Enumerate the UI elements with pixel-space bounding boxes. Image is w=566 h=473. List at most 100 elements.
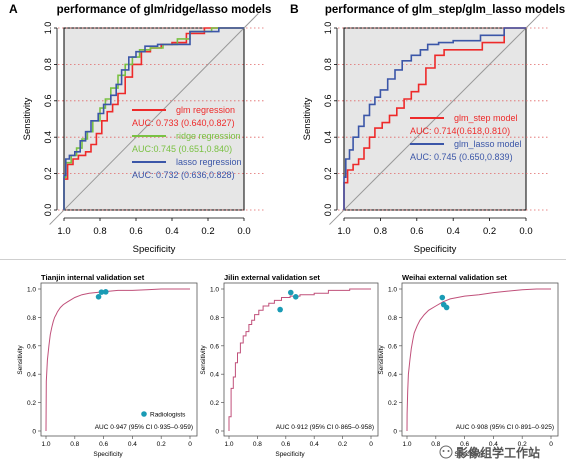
x-tick-label: 0.0 [519, 226, 532, 237]
x-tick-label: 0.2 [518, 441, 527, 448]
radiologist-point [102, 289, 109, 295]
y-tick-label: 0.0 [43, 204, 53, 217]
roc-curve [228, 288, 371, 431]
y-tick-label: 0.2 [27, 400, 36, 407]
y-tick-label: 0.8 [210, 315, 219, 322]
y-tick-label: 0.4 [323, 131, 333, 144]
legend-name: glm_lasso model [454, 139, 522, 149]
watermark-text: 影像组学工作站 [456, 445, 540, 460]
y-tick-label: 0.8 [388, 315, 397, 322]
x-tick-label: 0.4 [165, 226, 178, 237]
y-tick-label: 0.0 [323, 204, 333, 217]
watermark-icon-eye [442, 450, 445, 452]
x-tick-label: 1.0 [224, 441, 233, 448]
x-tick-label: 0.2 [483, 226, 496, 237]
x-tick-label: 0.6 [410, 226, 423, 237]
x-tick-label: 0.2 [338, 441, 347, 448]
radiologist-point [287, 289, 294, 296]
x-tick-label: 1.0 [402, 441, 411, 448]
chart-title: Jilin external validation set [224, 273, 320, 282]
x-tick-label: 1.0 [57, 226, 70, 237]
panel-divider [0, 259, 566, 260]
x-tick-label: 0 [188, 441, 192, 448]
x-tick-label: 0.6 [460, 441, 469, 448]
y-tick-label: 1.0 [210, 287, 219, 294]
validation-panel-1: Tianjin internal validation set 0 0.2 0.4 0.… [17, 273, 198, 458]
radiologist-point [98, 289, 105, 295]
y-tick-label: 0.2 [43, 167, 53, 180]
roc-curve-glm-lasso-model [343, 27, 526, 210]
y-tick-label: 0.6 [27, 343, 36, 350]
y-tick-label: 0.6 [43, 95, 53, 108]
chart-title: Weihai external validation set [402, 273, 507, 282]
x-axis-label: Specificity [93, 451, 123, 458]
x-tick-label: 0.2 [201, 226, 214, 237]
y-tick-label: 0.6 [388, 343, 397, 350]
x-tick-label: 0.0 [237, 226, 250, 237]
chart-title: Tianjin internal validation set [41, 273, 145, 282]
y-tick-label: 0 [215, 429, 219, 436]
y-axis-label: Sensitivity [378, 345, 385, 375]
roc-curve [45, 288, 190, 432]
y-axis-label: Sensitivity [17, 345, 24, 375]
y-tick-label: 0.2 [323, 167, 333, 180]
radiologist-point [292, 294, 299, 300]
x-tick-label: 0.4 [310, 441, 319, 448]
auc-annotation: AUC 0·947 (95% CI 0·935–0·959) [95, 424, 193, 431]
panel-letter: A [9, 2, 18, 16]
y-axis-label: Sensitivity [302, 97, 313, 140]
y-tick-label: 1.0 [27, 287, 36, 294]
legend-marker [141, 411, 147, 417]
auc-annotation: AUC 0·908 (95% CI 0·891–0·925) [456, 424, 554, 431]
x-tick-label: 1.0 [337, 226, 350, 237]
radiologist-point [277, 306, 283, 313]
watermark-icon-eye [447, 450, 450, 452]
watermark-icon [439, 445, 453, 459]
radiologist-point [439, 294, 446, 301]
x-tick-label: 0.8 [93, 226, 106, 237]
x-axis-label: Specificity [133, 244, 176, 255]
x-axis-label: Specificity [454, 451, 484, 458]
x-axis-label: Specificity [275, 451, 305, 458]
plot-frame [40, 282, 198, 437]
x-tick-label: 0.4 [128, 441, 137, 448]
y-tick-label: 0.4 [210, 372, 219, 379]
y-axis-label: Sensitivity [22, 97, 33, 140]
x-tick-label: 0 [549, 441, 553, 448]
roc-curve-glm-step-model [343, 27, 526, 210]
chart-title: performance of glm/ridge/lasso models [57, 4, 272, 16]
x-tick-label: 0 [369, 441, 373, 448]
legend-name: lasso regression [176, 157, 242, 167]
y-tick-label: 0.2 [210, 400, 219, 407]
y-tick-label: 1.0 [388, 287, 397, 294]
panel-letter: B [290, 2, 299, 16]
legend-auc: AUC: 0.733 (0.640,0.827) [132, 118, 235, 128]
legend-name: glm_step model [454, 113, 518, 123]
roc-curve-lasso-regression [63, 27, 244, 210]
chart-title: performance of glm_step/glm_lasso models [325, 4, 565, 16]
y-tick-label: 0.8 [323, 58, 333, 71]
x-tick-label: 1.0 [41, 441, 50, 448]
legend-auc: AUC: 0.732 (0.636,0.828) [132, 170, 235, 180]
radiologist-point [95, 294, 102, 300]
auc-annotation: AUC 0·912 (95% CI 0·865–0·958) [276, 424, 374, 431]
x-tick-label: 0.4 [489, 441, 498, 448]
y-tick-label: 0.8 [27, 315, 36, 322]
radiologist-point [443, 304, 450, 311]
x-tick-label: 0.8 [374, 226, 387, 237]
y-tick-label: 1.0 [323, 22, 333, 35]
roc-curve [406, 288, 551, 432]
x-tick-label: 0.2 [157, 441, 166, 448]
y-axis-label: Sensitivity [200, 345, 207, 375]
watermark-logo: 影像组学工作站 [439, 445, 540, 460]
x-axis-label: Specificity [414, 244, 457, 255]
x-tick-label: 0.8 [431, 441, 440, 448]
y-tick-label: 0.6 [210, 343, 219, 350]
plot-frame [223, 282, 379, 437]
y-tick-label: 1.0 [43, 22, 53, 35]
x-tick-label: 0.6 [99, 441, 108, 448]
y-tick-label: 0.4 [388, 372, 397, 379]
